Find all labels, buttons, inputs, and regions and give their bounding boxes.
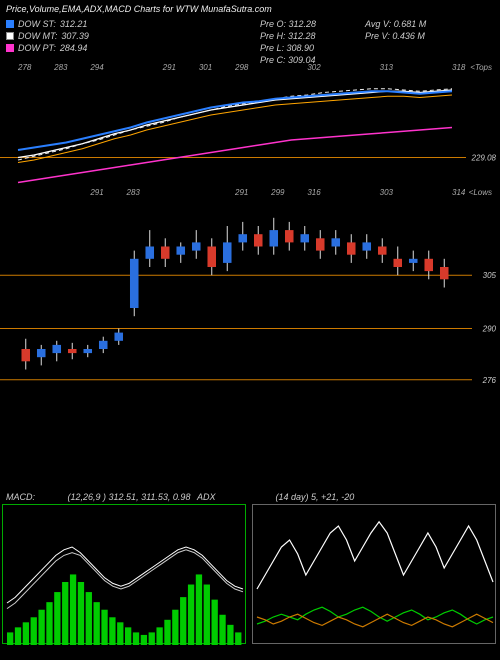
svg-text:303: 303 — [380, 188, 394, 197]
legend-st-label: DOW ST: — [18, 18, 56, 30]
svg-text:278: 278 — [17, 63, 32, 72]
svg-text:283: 283 — [126, 188, 141, 197]
indicator-row: MACD: (12,26,9 ) 312.51, 311.53, 0.98 AD… — [0, 490, 500, 644]
adx-label: (14 day) 5, +21, -20 — [275, 492, 354, 502]
legend-st-value: 312.21 — [60, 18, 88, 30]
macd-label: MACD: (12,26,9 ) 312.51, 311.53, 0.98 AD… — [6, 492, 215, 502]
svg-text:<Lows: <Lows — [469, 188, 492, 197]
legend-st-swatch — [6, 20, 14, 28]
adx-chart — [252, 504, 496, 644]
legend-mt-value: 307.39 — [61, 30, 89, 42]
legend-st: DOW ST: 312.21 — [6, 18, 89, 30]
svg-text:314: 314 — [452, 188, 466, 197]
svg-text:298: 298 — [234, 63, 249, 72]
candle-chart: 291 283 291 299 316 303 314<Lows 305 290 276 — [0, 185, 500, 390]
svg-text:276: 276 — [482, 376, 497, 385]
legend-mt: DOW MT: 307.39 — [6, 30, 89, 42]
legend-pt: DOW PT: 284.94 — [6, 42, 89, 54]
legend: DOW ST: 312.21 DOW MT: 307.39 DOW PT: 28… — [6, 18, 89, 54]
info-col2: Avg V: 0.681 M Pre V: 0.436 M — [365, 18, 426, 42]
legend-mt-label: DOW MT: — [18, 30, 57, 42]
legend-pt-label: DOW PT: — [18, 42, 56, 54]
svg-text:229.08: 229.08 — [471, 154, 497, 163]
svg-text:313: 313 — [380, 63, 394, 72]
svg-text:301: 301 — [199, 63, 212, 72]
svg-text:291: 291 — [162, 63, 176, 72]
svg-text:305: 305 — [483, 271, 497, 280]
svg-text:318: 318 — [452, 63, 466, 72]
macd-chart — [2, 504, 246, 644]
legend-pt-value: 284.94 — [60, 42, 88, 54]
ema-chart: 278 283 294 291 301 298 302 313 318 <Tops 229.08 — [0, 60, 500, 185]
svg-text:302: 302 — [307, 63, 321, 72]
svg-text:283: 283 — [53, 63, 68, 72]
svg-text:299: 299 — [270, 188, 285, 197]
legend-mt-swatch — [6, 32, 14, 40]
svg-text:316: 316 — [307, 188, 321, 197]
svg-text:291: 291 — [89, 188, 103, 197]
svg-text:291: 291 — [234, 188, 248, 197]
info-col1: Pre O: 312.28 Pre H: 312.28 Pre L: 308.9… — [260, 18, 316, 66]
legend-pt-swatch — [6, 44, 14, 52]
page-title: Price,Volume,EMA,ADX,MACD Charts for WTW… — [0, 0, 500, 18]
svg-text:<Tops: <Tops — [470, 63, 492, 72]
svg-text:290: 290 — [482, 325, 497, 334]
svg-text:294: 294 — [89, 63, 104, 72]
